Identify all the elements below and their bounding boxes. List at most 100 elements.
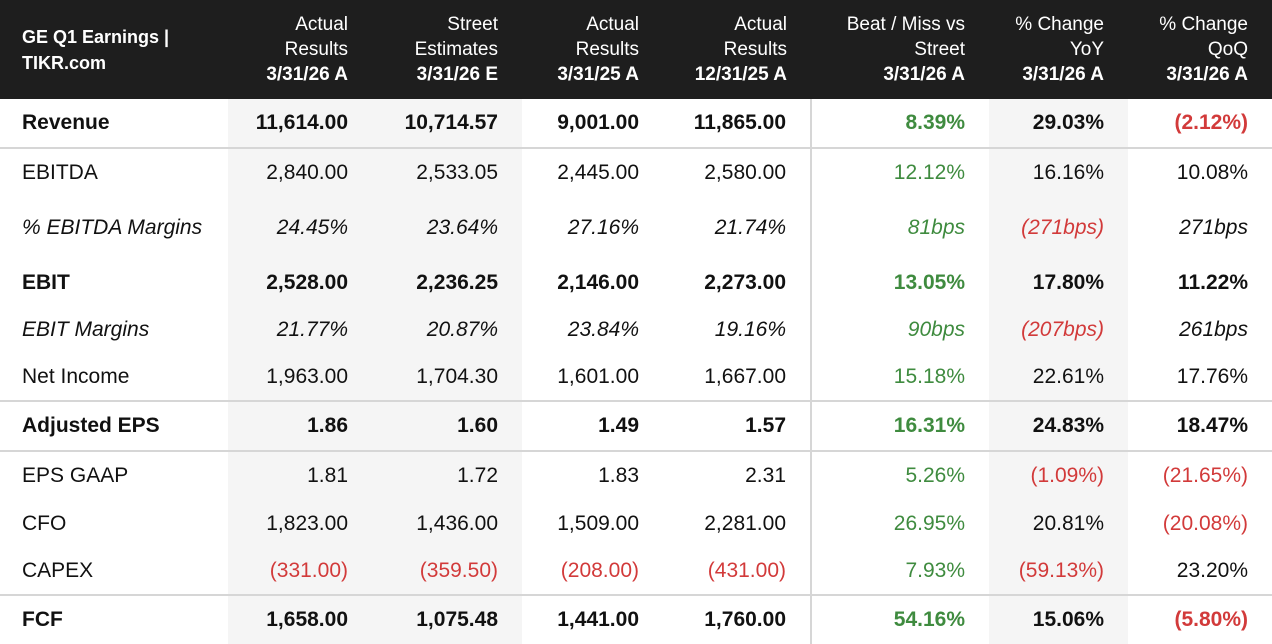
table-cell: 24.45% [228, 197, 372, 259]
table-cell: 21.74% [714, 216, 786, 239]
table-row: EBIT Margins 21.77% 20.87% 23.84% 19.16%… [0, 306, 1272, 353]
table-cell: 2,236.25 [372, 259, 522, 306]
table-cell: (359.50) [372, 547, 522, 595]
table-cell: (431.00) [707, 558, 786, 582]
table-row: FCF 1,658.00 1,075.48 1,441.00 1,760.00 … [0, 594, 1272, 644]
title-line1: GE Q1 Earnings | [22, 26, 170, 47]
col-header-line2: Street [914, 39, 965, 60]
table-cell: 2,445.00 [522, 147, 663, 197]
table-cell: 1,658.00 [228, 594, 372, 644]
table-cell: 2,533.05 [372, 147, 522, 197]
table-row: CAPEX (331.00) (359.50) (208.00) (431.00… [0, 547, 1272, 595]
table-cell: 23.84% [567, 317, 639, 341]
table-cell: 16.16% [989, 147, 1128, 197]
table-cell: 27.16% [567, 216, 639, 239]
col-header-change-yoy: % Change YoY 3/31/26 A [989, 0, 1128, 99]
col-header-line1: Beat / Miss vs [846, 14, 965, 35]
table-cell: 1.60 [372, 400, 522, 451]
col-header-change-qoq: % Change QoQ 3/31/26 A [1128, 0, 1272, 99]
col-header-date: 3/31/26 E [416, 64, 498, 85]
table-cell: 1,760.00 [663, 594, 811, 644]
row-label: % EBITDA Margins [22, 216, 203, 239]
col-header-line1: % Change [1015, 14, 1104, 35]
col-header-actual-12-31-25: Actual Results 12/31/25 A [663, 0, 811, 99]
table-row: EBITDA 2,840.00 2,533.05 2,445.00 2,580.… [0, 147, 1272, 197]
table-cell: 24.83% [989, 400, 1128, 451]
table-cell: (59.13%) [989, 547, 1128, 595]
table-cell: 17.80% [989, 259, 1128, 306]
table-row: Adjusted EPS 1.86 1.60 1.49 1.57 16.31% … [0, 400, 1272, 451]
table-cell: 13.05% [810, 259, 989, 306]
table-cell: 15.18% [810, 353, 989, 401]
table-cell: 2,528.00 [228, 259, 372, 306]
table-cell: 9,001.00 [557, 111, 639, 134]
row-label: EBIT Margins [22, 317, 150, 341]
table-cell: 17.76% [1176, 364, 1248, 388]
header-row: GE Q1 Earnings | TIKR.com Actual Results… [0, 0, 1272, 99]
col-header-date: 3/31/26 A [883, 64, 965, 85]
table-cell: 2,840.00 [228, 147, 372, 197]
col-header-actual-3-31-25: Actual Results 3/31/25 A [522, 0, 663, 99]
table-cell: 81bps [810, 197, 989, 259]
table-cell: 20.87% [372, 306, 522, 353]
table-cell: 7.93% [810, 547, 989, 595]
table-cell: 15.06% [989, 594, 1128, 644]
table-cell: 1,075.48 [372, 594, 522, 644]
table-cell: 271bps [1179, 216, 1248, 239]
table-cell: 16.31% [810, 400, 989, 451]
table-cell: 2,580.00 [663, 147, 811, 197]
table-cell: (20.08%) [1162, 511, 1248, 535]
table-cell: 23.64% [372, 197, 522, 259]
table-cell: 29.03% [989, 99, 1128, 148]
col-header-line1: Actual [586, 14, 639, 35]
table-cell: 2,281.00 [704, 511, 786, 535]
col-header-line2: Results [284, 39, 348, 60]
table-cell: (208.00) [560, 558, 639, 582]
col-header-line2: Results [575, 39, 639, 60]
table-cell: 2,273.00 [704, 270, 786, 294]
table-cell: 11,865.00 [693, 111, 786, 134]
table-cell: 19.16% [714, 317, 786, 341]
table-row: CFO 1,823.00 1,436.00 1,509.00 2,281.00 … [0, 500, 1272, 547]
table-cell: 1,441.00 [522, 594, 663, 644]
row-label: CFO [22, 511, 67, 535]
table-cell: 1.81 [228, 450, 372, 500]
table-cell: 10.08% [1128, 147, 1272, 197]
row-label: EPS GAAP [0, 450, 228, 500]
table-cell: 1,601.00 [557, 364, 639, 388]
table-title: GE Q1 Earnings | TIKR.com [0, 0, 228, 99]
table-cell: 12.12% [810, 147, 989, 197]
col-header-date: 3/31/26 A [266, 64, 348, 85]
table-cell: 261bps [1179, 317, 1248, 341]
table-row: EPS GAAP 1.81 1.72 1.83 2.31 5.26% (1.09… [0, 450, 1272, 500]
col-header-line2: QoQ [1207, 39, 1248, 60]
col-header-line2: Results [723, 39, 787, 60]
table-cell: 1.86 [228, 400, 372, 451]
table-row: EBIT 2,528.00 2,236.25 2,146.00 2,273.00… [0, 259, 1272, 306]
table-row: Net Income 1,963.00 1,704.30 1,601.00 1,… [0, 353, 1272, 401]
table-cell: 2,146.00 [557, 270, 639, 294]
col-header-actual-3-31-26: Actual Results 3/31/26 A [228, 0, 372, 99]
table-cell: 1.49 [522, 400, 663, 451]
col-header-line1: Actual [734, 14, 787, 35]
row-label: FCF [0, 594, 228, 644]
table-cell: 26.95% [810, 500, 989, 547]
col-header-line1: % Change [1159, 14, 1248, 35]
row-label: Adjusted EPS [0, 400, 228, 451]
table-cell: 1,823.00 [228, 500, 372, 547]
table-cell: 90bps [810, 306, 989, 353]
table-cell: 18.47% [1128, 400, 1272, 451]
col-header-date: 3/31/25 A [557, 64, 639, 85]
table-cell: 1,963.00 [228, 353, 372, 401]
title-line2: TIKR.com [22, 52, 107, 73]
table-cell: 11.22% [1177, 270, 1248, 294]
table-cell: (21.65%) [1128, 450, 1272, 500]
col-header-date: 12/31/25 A [694, 64, 787, 85]
row-label: Net Income [22, 364, 130, 388]
table-cell: (2.12%) [1174, 111, 1248, 134]
table-row: % EBITDA Margins 24.45% 23.64% 27.16% 21… [0, 197, 1272, 259]
table-cell: 21.77% [228, 306, 372, 353]
col-header-line1: Actual [295, 14, 348, 35]
col-header-line2: Estimates [414, 39, 498, 60]
